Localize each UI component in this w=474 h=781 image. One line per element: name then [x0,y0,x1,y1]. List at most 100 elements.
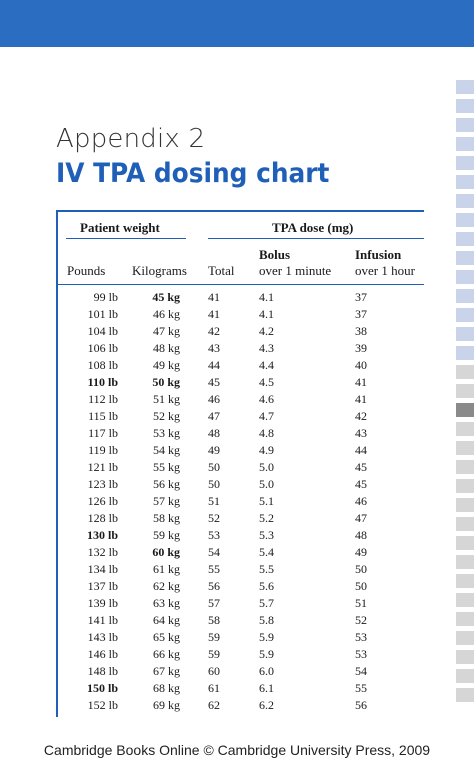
cell-pounds: 137 lb [87,579,118,593]
table-row: 121 lb 55 kg 50 5.0 45 [58,459,424,476]
cell-infusion: 42 [355,409,367,423]
side-tab [456,308,474,322]
cell-pounds: 132 lb [87,545,118,559]
cell-total: 44 [208,358,220,372]
side-tab [456,441,474,455]
cell-pounds: 106 lb [87,341,118,355]
col-subheader-infusion: over 1 hour [355,263,415,278]
cell-pounds: 130 lb [86,528,118,542]
cell-kilograms: 63 kg [153,596,180,610]
cell-kilograms: 54 kg [153,443,180,457]
cell-kilograms: 49 kg [153,358,180,372]
cell-pounds: 148 lb [87,664,118,678]
page-title: IV TPA dosing chart [56,158,330,189]
cell-infusion: 48 [355,528,367,542]
cell-infusion: 45 [355,477,367,491]
cell-total: 57 [208,596,220,610]
cell-total: 43 [208,341,220,355]
group-header-dose: TPA dose (mg) [272,220,354,235]
cell-infusion: 55 [355,681,367,695]
cell-total: 58 [208,613,220,627]
side-tab [456,137,474,151]
cell-total: 61 [208,681,220,695]
side-tab [456,517,474,531]
cell-bolus: 6.2 [259,698,274,712]
cell-kilograms: 51 kg [153,392,180,406]
cell-infusion: 41 [355,392,367,406]
side-tab [456,669,474,683]
cell-kilograms: 52 kg [153,409,180,423]
cell-total: 52 [208,511,220,525]
cell-bolus: 4.7 [259,409,274,423]
top-color-bar [0,0,474,47]
side-tab [456,232,474,246]
table-row: 117 lb 53 kg 48 4.8 43 [58,425,424,442]
side-tab [456,251,474,265]
cell-bolus: 5.0 [259,460,274,474]
side-tab [456,213,474,227]
cell-pounds: 152 lb [87,698,118,712]
side-tab [456,346,474,360]
table-row: 106 lb 48 kg 43 4.3 39 [58,340,424,357]
side-tab [456,99,474,113]
cell-bolus: 5.7 [259,596,274,610]
cell-kilograms: 59 kg [153,528,180,542]
side-tab [456,194,474,208]
table-row: 150 lb 68 kg 61 6.1 55 [58,680,424,697]
cell-bolus: 5.1 [259,494,274,508]
cell-kilograms: 66 kg [153,647,180,661]
side-tab [456,460,474,474]
appendix-label: Appendix 2 [56,124,206,154]
cell-kilograms: 45 kg [152,290,180,304]
cell-bolus: 5.3 [259,528,274,542]
side-tab [456,479,474,493]
cell-pounds: 134 lb [87,562,118,576]
cell-total: 55 [208,562,220,576]
cell-infusion: 50 [355,579,367,593]
cell-kilograms: 69 kg [153,698,180,712]
cell-infusion: 53 [355,630,367,644]
cell-kilograms: 62 kg [153,579,180,593]
cell-infusion: 51 [355,596,367,610]
cell-infusion: 37 [355,307,367,321]
cell-bolus: 4.1 [259,307,274,321]
cell-total: 51 [208,494,220,508]
cell-bolus: 5.2 [259,511,274,525]
cell-bolus: 4.5 [259,375,274,389]
cell-pounds: 143 lb [87,630,118,644]
cell-total: 59 [208,647,220,661]
col-header-bolus: Bolus [259,247,291,262]
cell-kilograms: 64 kg [153,613,180,627]
side-tab [456,612,474,626]
cell-pounds: 117 lb [88,426,118,440]
side-tab [456,156,474,170]
table-row: 137 lb 62 kg 56 5.6 50 [58,578,424,595]
side-thumb-tabs [456,80,474,707]
cell-pounds: 121 lb [87,460,118,474]
cell-infusion: 49 [355,545,367,559]
cell-kilograms: 68 kg [153,681,180,695]
cell-infusion: 37 [355,290,367,304]
footer-copyright: Cambridge Books Online © Cambridge Unive… [43,742,431,758]
group-rule-dose [208,238,424,239]
cell-pounds: 141 lb [87,613,118,627]
cell-kilograms: 67 kg [153,664,180,678]
cell-total: 45 [208,375,220,389]
cell-bolus: 4.3 [259,341,274,355]
cell-kilograms: 47 kg [153,324,180,338]
cell-total: 62 [208,698,220,712]
cell-pounds: 101 lb [87,307,118,321]
header-rule [58,284,424,285]
side-tab [456,555,474,569]
table-row: 146 lb 66 kg 59 5.9 53 [58,646,424,663]
cell-infusion: 52 [355,613,367,627]
cell-bolus: 6.1 [259,681,274,695]
table-row: 104 lb 47 kg 42 4.2 38 [58,323,424,340]
cell-total: 50 [208,460,220,474]
side-tab [456,650,474,664]
cell-bolus: 5.5 [259,562,274,576]
cell-bolus: 6.0 [259,664,274,678]
dosing-table: Patient weight TPA dose (mg) Pounds Kilo… [56,210,424,717]
side-tab [456,536,474,550]
cell-bolus: 4.1 [259,290,274,304]
